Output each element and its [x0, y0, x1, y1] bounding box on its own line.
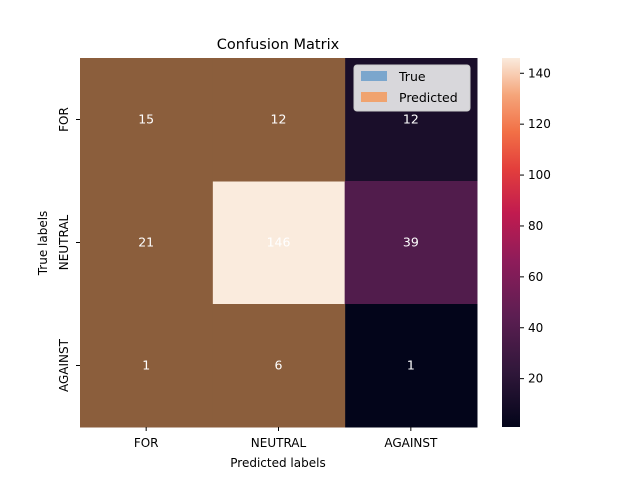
overlay-bar — [80, 304, 213, 428]
cell-annotations: 15 12 12 21 146 39 1 6 1 — [138, 112, 419, 373]
legend-label: True — [398, 69, 426, 84]
colorbar-tick-label: 140 — [528, 66, 551, 80]
colorbar-tick-label: 120 — [528, 117, 551, 131]
heatmap-cell — [344, 304, 478, 428]
overlay-bar — [80, 58, 213, 182]
overlay-bar — [80, 181, 213, 305]
colorbar-tick-label: 20 — [528, 372, 543, 386]
x-axis-label: Predicted labels — [230, 456, 325, 470]
heatmap-cell — [344, 181, 478, 305]
colorbar-tick-label: 60 — [528, 270, 543, 284]
overlay-bar — [212, 58, 346, 182]
x-tick-label: FOR — [134, 436, 159, 450]
cell-value-label: 1 — [142, 358, 150, 373]
x-axis-ticks: FOR NEUTRAL AGAINST — [134, 427, 438, 450]
x-tick-label: AGAINST — [384, 436, 438, 450]
y-tick-label: NEUTRAL — [57, 214, 71, 270]
chart-title: Confusion Matrix — [217, 37, 340, 53]
y-tick-label: AGAINST — [57, 338, 71, 392]
colorbar-tick-label: 100 — [528, 168, 551, 182]
cell-value-label: 146 — [267, 235, 291, 250]
cell-value-label: 39 — [403, 235, 419, 250]
cell-value-label: 1 — [407, 358, 415, 373]
colorbar-tick-label: 80 — [528, 219, 543, 233]
y-axis-label: True labels — [36, 211, 50, 277]
colorbar — [502, 58, 520, 427]
cell-value-label: 15 — [138, 112, 154, 127]
x-tick-label: NEUTRAL — [251, 436, 307, 450]
legend-swatch — [361, 71, 387, 81]
y-axis-ticks: FOR NEUTRAL AGAINST — [57, 107, 80, 392]
colorbar-ticks: 20 40 60 80 100 120 140 — [520, 66, 551, 386]
cell-value-label: 12 — [271, 112, 287, 127]
heatmap-cell — [212, 181, 346, 305]
overlay-bar — [212, 304, 346, 428]
cell-value-label: 21 — [138, 235, 154, 250]
cell-value-label: 6 — [275, 358, 283, 373]
colorbar-tick-label: 40 — [528, 321, 543, 335]
legend-label: Predicted — [399, 90, 458, 105]
cell-value-label: 12 — [403, 112, 419, 127]
legend: True Predicted — [353, 64, 471, 112]
legend-swatch — [361, 92, 387, 102]
y-tick-label: FOR — [57, 107, 71, 132]
overlay-bars — [80, 58, 346, 428]
